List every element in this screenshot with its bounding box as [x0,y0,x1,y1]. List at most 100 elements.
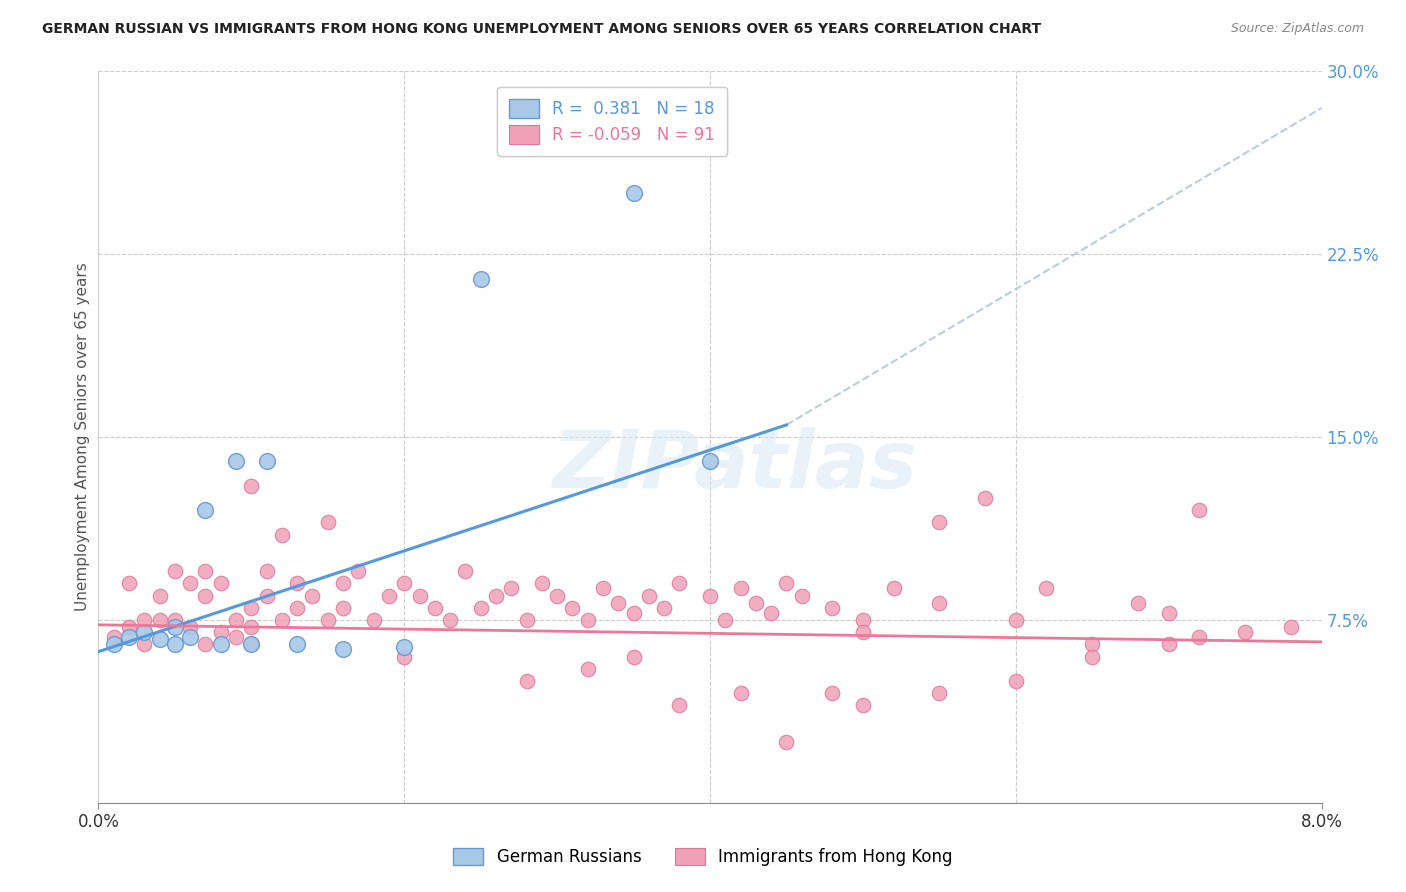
Point [607,596,630,610]
Point [501,581,523,595]
Point [240,479,263,493]
Point [730,581,752,595]
Point [285,637,308,651]
Point [668,698,690,713]
Point [194,564,217,578]
Point [149,613,172,627]
Point [118,620,141,634]
Point [623,606,645,620]
Point [1188,630,1211,644]
Point [470,600,492,615]
Point [256,564,278,578]
Point [332,642,354,657]
Point [163,620,186,634]
Point [363,613,385,627]
Point [821,600,844,615]
Point [103,637,125,651]
Point [301,589,323,603]
Point [928,516,950,530]
Point [270,527,294,541]
Point [423,600,446,615]
Point [163,613,186,627]
Y-axis label: Unemployment Among Seniors over 65 years: Unemployment Among Seniors over 65 years [75,263,90,611]
Point [623,186,645,201]
Point [285,600,308,615]
Point [928,596,950,610]
Point [454,564,477,578]
Point [576,662,599,676]
Text: ZIPatlas: ZIPatlas [553,427,917,506]
Point [974,491,997,505]
Point [637,589,661,603]
Point [1234,625,1257,640]
Point [134,637,156,651]
Point [699,454,721,468]
Point [1157,637,1180,651]
Point [516,673,538,688]
Point [316,613,339,627]
Point [470,271,492,285]
Point [179,630,201,644]
Point [209,637,232,651]
Point [576,613,599,627]
Point [852,698,875,713]
Point [714,613,737,627]
Point [790,589,813,603]
Point [668,576,690,591]
Point [1004,673,1026,688]
Point [745,596,768,610]
Point [256,589,278,603]
Point [332,576,354,591]
Text: Source: ZipAtlas.com: Source: ZipAtlas.com [1230,22,1364,36]
Point [928,686,950,700]
Point [347,564,370,578]
Point [392,640,416,654]
Point [730,686,752,700]
Point [1035,581,1057,595]
Point [256,454,278,468]
Point [240,637,263,651]
Point [225,630,247,644]
Point [485,589,508,603]
Point [225,613,247,627]
Point [852,625,875,640]
Text: GERMAN RUSSIAN VS IMMIGRANTS FROM HONG KONG UNEMPLOYMENT AMONG SENIORS OVER 65 Y: GERMAN RUSSIAN VS IMMIGRANTS FROM HONG K… [42,22,1042,37]
Point [118,630,141,644]
Point [209,576,232,591]
Point [821,686,844,700]
Point [194,589,217,603]
Point [209,625,232,640]
Point [240,620,263,634]
Legend: R =  0.381   N = 18, R = -0.059   N = 91: R = 0.381 N = 18, R = -0.059 N = 91 [498,87,727,155]
Point [516,613,538,627]
Point [1004,613,1026,627]
Point [530,576,553,591]
Point [194,503,217,517]
Point [652,600,675,615]
Point [759,606,782,620]
Point [285,576,308,591]
Point [240,637,263,651]
Point [1279,620,1302,634]
Point [118,576,141,591]
Point [270,613,294,627]
Point [623,649,645,664]
Point [194,637,217,651]
Point [316,516,339,530]
Point [699,589,721,603]
Point [179,620,201,634]
Point [134,625,156,640]
Point [163,564,186,578]
Point [179,576,201,591]
Point [240,600,263,615]
Point [775,735,797,749]
Point [149,632,172,647]
Point [408,589,430,603]
Point [1157,606,1180,620]
Point [852,613,875,627]
Legend: German Russians, Immigrants from Hong Kong: German Russians, Immigrants from Hong Ko… [446,840,960,875]
Point [1128,596,1150,610]
Point [378,589,401,603]
Point [883,581,905,595]
Point [392,576,416,591]
